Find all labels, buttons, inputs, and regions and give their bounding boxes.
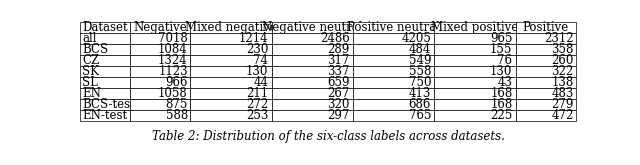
Text: Table 2: Distribution of the six-class labels across datasets.: Table 2: Distribution of the six-class l… [152,130,504,143]
